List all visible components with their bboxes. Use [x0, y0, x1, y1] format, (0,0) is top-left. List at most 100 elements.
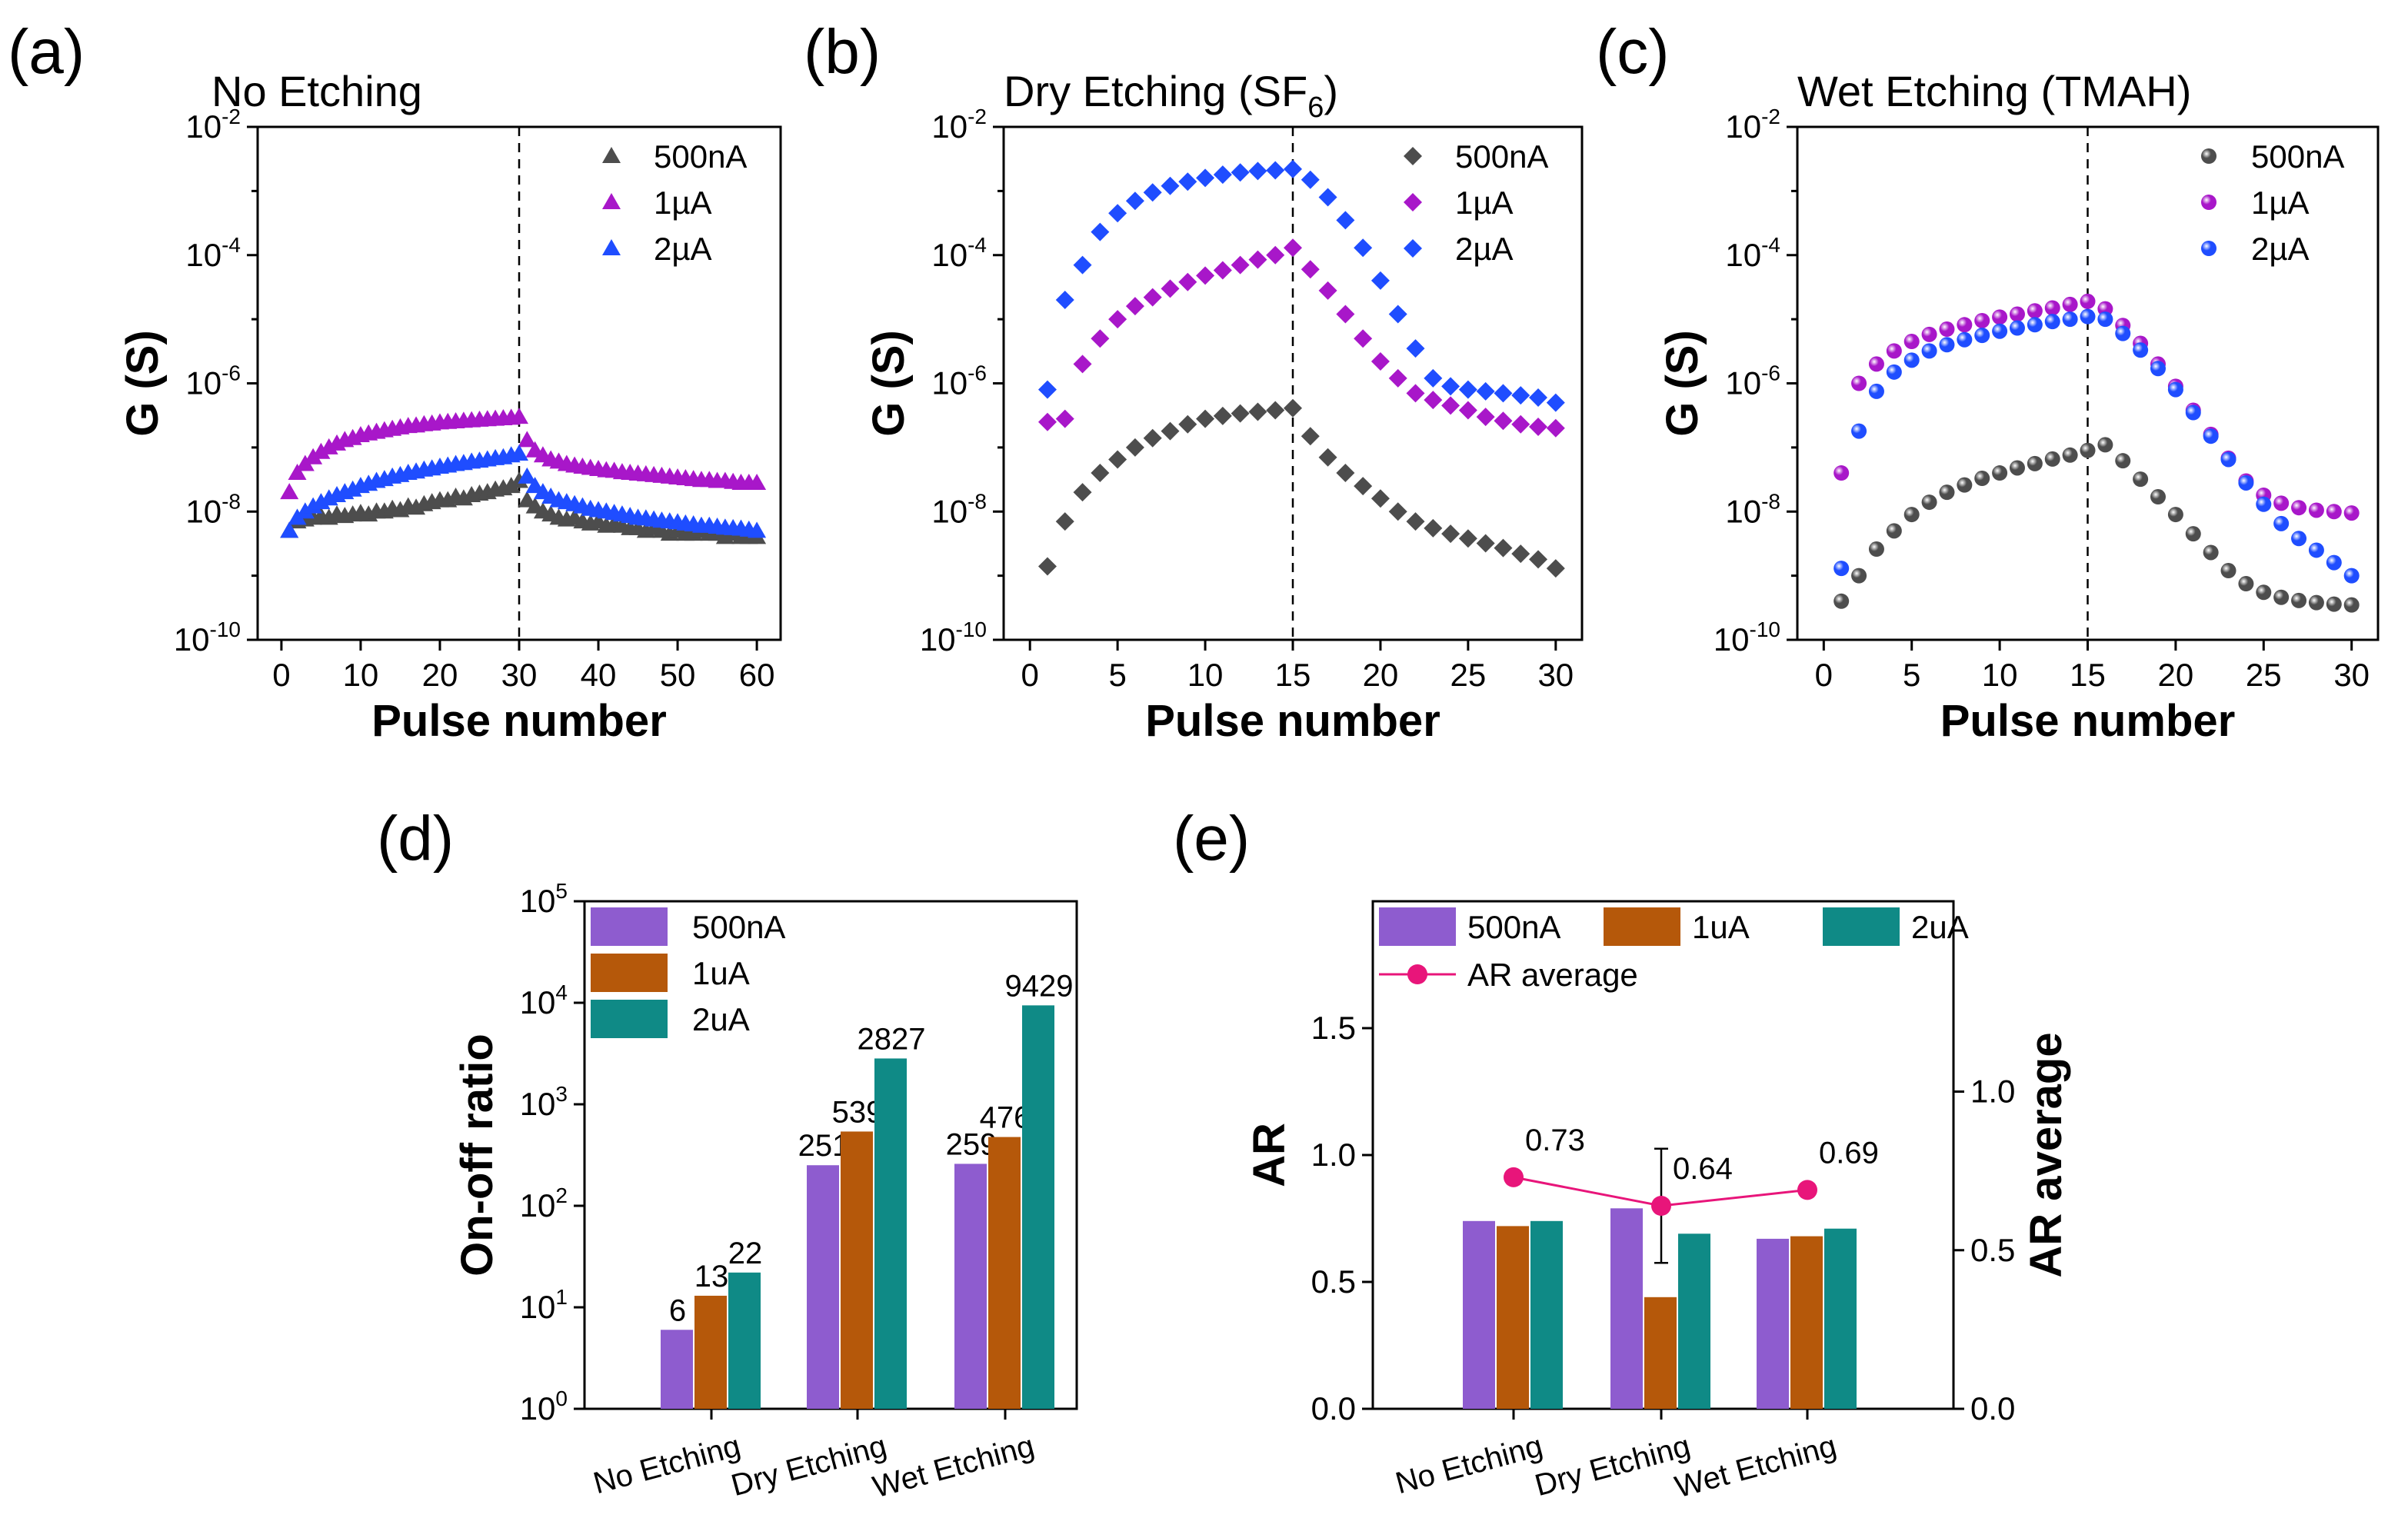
legend-label: AR average — [1467, 957, 1638, 993]
data-point — [1231, 255, 1250, 275]
data-point — [2133, 471, 2149, 488]
x-tick-label: 20 — [1363, 657, 1399, 693]
series-2uA — [1833, 308, 2360, 584]
data-point — [1529, 388, 1548, 407]
data-point — [2062, 447, 2078, 463]
tick-base: 10 — [920, 621, 956, 657]
data-point — [1125, 191, 1144, 211]
ar-average-point — [1504, 1167, 1524, 1187]
x-tick-label: 10 — [1187, 657, 1224, 693]
tick-exponent: -10 — [1750, 618, 1780, 641]
bar — [807, 1165, 839, 1409]
tick-base: 10 — [185, 365, 221, 401]
bar — [1644, 1297, 1677, 1409]
bar — [988, 1137, 1021, 1409]
data-point — [1266, 401, 1285, 420]
legend-label: 500nA — [2251, 138, 2344, 175]
y-right-tick-label: 0.0 — [1970, 1390, 2015, 1426]
legend-item: 2µA — [2201, 231, 2310, 267]
data-point — [2326, 596, 2342, 612]
x-axis-label: Pulse number — [371, 696, 667, 746]
legend-label: 500nA — [1455, 138, 1548, 175]
data-point — [2044, 300, 2060, 316]
data-point — [1992, 309, 2008, 325]
bar — [1824, 1228, 1857, 1409]
data-point — [1231, 163, 1250, 182]
data-point — [1371, 351, 1390, 371]
data-point — [2201, 195, 2216, 210]
data-point — [304, 497, 323, 514]
data-point — [1336, 211, 1355, 230]
data-point — [1851, 375, 1867, 391]
tick-label: 10-10 — [920, 618, 987, 657]
panel-c: (c)Wet Etching (TMAH)0 5 10 15 20 25 3010-1010… — [1596, 17, 2380, 746]
tick-label: 102 — [520, 1183, 568, 1223]
data-point — [1476, 534, 1495, 553]
data-point — [2201, 148, 2216, 164]
data-point — [1424, 368, 1443, 388]
data-point — [304, 448, 323, 464]
tick-label: 101 — [520, 1285, 568, 1325]
data-point — [1851, 423, 1867, 439]
data-point — [1037, 412, 1057, 431]
title-text-end: ) — [1324, 67, 1338, 115]
data-point — [1301, 170, 1320, 189]
legend-item: 1µA — [602, 185, 712, 221]
data-point — [1939, 321, 1955, 338]
tick-exponent: -10 — [956, 618, 987, 641]
x-tick-label: 25 — [2246, 657, 2282, 693]
tick-base: 10 — [520, 1086, 556, 1122]
data-point — [1424, 391, 1443, 410]
panel-title: No Etching — [211, 67, 422, 115]
panel-label: (b) — [804, 17, 881, 87]
data-point — [1957, 477, 1973, 493]
data-point — [1529, 418, 1548, 437]
data-point — [1196, 168, 1215, 188]
data-point — [1957, 331, 1973, 348]
legend-label: 2uA — [692, 1001, 750, 1037]
tick-exponent: -2 — [1761, 105, 1780, 128]
legend-label: 2uA — [1911, 909, 1969, 945]
y-right-tick-label: 0.5 — [1970, 1232, 2015, 1268]
y-tick-label: 0.5 — [1311, 1263, 1356, 1300]
legend-swatch — [591, 907, 668, 946]
data-point — [2273, 495, 2290, 511]
tick-label: 10-4 — [1725, 233, 1780, 273]
data-point — [1108, 204, 1127, 223]
bar — [1497, 1226, 1529, 1409]
panel-label: (c) — [1596, 17, 1670, 87]
data-point — [1833, 561, 1850, 577]
data-point — [2326, 504, 2342, 520]
data-point — [1301, 427, 1320, 446]
data-point — [1406, 339, 1425, 358]
data-point — [2201, 241, 2216, 256]
data-point — [2080, 442, 2096, 458]
data-point — [1284, 398, 1302, 418]
x-tick-label: 15 — [1275, 657, 1311, 693]
tick-exponent: -6 — [1761, 361, 1780, 385]
panel-label: (a) — [8, 17, 85, 87]
data-point — [1406, 384, 1425, 403]
data-point — [1073, 255, 1092, 275]
data-point — [2115, 325, 2131, 341]
tick-base: 10 — [1725, 237, 1761, 273]
data-point — [510, 444, 528, 461]
tick-base: 10 — [185, 237, 221, 273]
data-point — [1091, 329, 1110, 348]
legend-label: 2µA — [1455, 231, 1514, 267]
tick-base: 10 — [520, 1390, 556, 1426]
data-point — [1992, 323, 2008, 339]
bar — [728, 1272, 761, 1409]
data-point — [1091, 222, 1110, 241]
bar — [1610, 1208, 1643, 1409]
data-point — [2203, 544, 2219, 561]
data-point — [1974, 312, 1990, 328]
data-point — [602, 239, 621, 255]
x-axis-label: Pulse number — [1940, 696, 2236, 746]
data-point — [1213, 406, 1232, 425]
legend-item: 2µA — [1404, 231, 1514, 267]
data-point — [1974, 471, 1990, 487]
y-axis-label: On-off ratio — [452, 1034, 502, 1277]
data-point — [1284, 238, 1302, 258]
bar-value-label: 13 — [694, 1260, 729, 1293]
